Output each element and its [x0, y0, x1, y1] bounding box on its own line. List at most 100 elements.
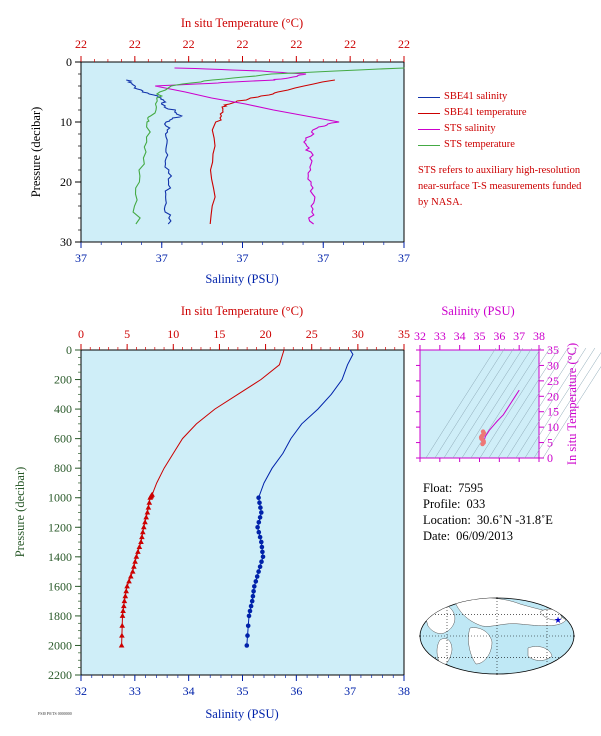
profile-row: Profile: 033 — [423, 496, 553, 512]
legend-item-sbe41-salinity: SBE41 salinity — [418, 89, 527, 105]
ts-isopycnal — [443, 347, 515, 459]
main-temp-tick-label: 10 — [167, 327, 179, 341]
top-sal-tick-label: 37 — [75, 251, 87, 265]
main-sal-marker — [245, 633, 250, 638]
float-location-marker: ★ — [554, 615, 562, 625]
main-pressure-tick-label: 2000 — [48, 638, 72, 652]
main-pressure-tick-label: 1200 — [48, 520, 72, 534]
footer-stamp: FSI0 P0/TS 0000000 — [38, 711, 72, 716]
top-pressure-tick-label: 30 — [60, 235, 72, 249]
main-temp-tick-label: 15 — [213, 327, 225, 341]
main-chart-ticks: 0 5 10 15 20 25 30 35 32 33 34 35 36 37 38 0 200 400 600 80… — [48, 327, 410, 698]
main-temp-marker — [120, 608, 126, 613]
main-sal-marker — [256, 529, 262, 535]
main-temp-marker — [119, 622, 125, 628]
ts-sal-tick-label: 38 — [533, 329, 545, 343]
main-pressure-tick-label: 0 — [66, 343, 72, 357]
ts-sal-tick-label: 33 — [434, 329, 446, 343]
main-sal-marker — [257, 515, 263, 520]
main-sal-marker — [257, 500, 262, 506]
main-temp-marker — [139, 534, 145, 540]
main-temp-marker — [143, 514, 149, 520]
main-temp-marker — [126, 578, 132, 584]
main-temp-marker — [131, 563, 137, 569]
top-series-line-0 — [126, 79, 183, 225]
main-temp-marker — [138, 539, 144, 544]
ts-isopycnal — [506, 347, 578, 459]
legend-swatch — [418, 128, 440, 130]
top-pressure-tick-label: 0 — [66, 55, 72, 69]
top-temp-tick-label: 22 — [290, 37, 302, 51]
top-chart-temperature-axis-label: In situ Temperature (°C) — [181, 16, 303, 30]
ts-temp-tick-label: 0 — [547, 451, 553, 465]
date-value: 06/09/2013 — [456, 529, 514, 543]
top-plot-area — [80, 61, 405, 243]
main-temp-marker — [135, 548, 141, 554]
top-sal-tick-label: 37 — [237, 251, 249, 265]
top-chart-series — [126, 67, 405, 225]
ts-density-contours — [425, 347, 601, 459]
main-temp-tick-label: 25 — [306, 327, 318, 341]
ts-isopycnal — [515, 347, 587, 459]
location-value: 30.6˚N -31.8˚E — [476, 513, 553, 527]
ts-temp-tick-label: 5 — [547, 436, 553, 450]
top-pressure-tick-label: 10 — [60, 115, 72, 129]
legend-label: STS salinity — [444, 123, 496, 134]
profile-value: 033 — [466, 497, 486, 511]
ts-salinity-axis-label: Salinity (PSU) — [441, 304, 514, 318]
top-chart-legend: SBE41 salinity SBE41 temperature STS sal… — [418, 89, 527, 153]
date-row: Date: 06/09/2013 — [423, 528, 553, 544]
sts-note: STS refers to auxiliary high-resolution … — [418, 165, 582, 208]
main-chart: 0 5 10 15 20 25 30 35 32 33 34 35 36 37 38 0 200 400 600 80… — [13, 304, 410, 721]
float-label: Float: — [423, 481, 453, 495]
main-sal-tick-label: 33 — [129, 684, 141, 698]
main-sal-marker — [248, 603, 254, 609]
ts-isopycnal — [470, 347, 542, 459]
legend-swatch — [418, 96, 440, 98]
main-sal-marker — [256, 569, 261, 574]
main-sal-marker — [259, 544, 265, 550]
main-temp-marker — [129, 568, 136, 574]
main-sal-marker — [249, 598, 255, 604]
legend-label: STS temperature — [444, 139, 515, 150]
ts-diagram-series — [478, 389, 520, 447]
ts-plot-area — [419, 349, 540, 459]
ts-temp-tick-label: 35 — [547, 343, 559, 357]
top-temp-tick-label: 22 — [183, 37, 195, 51]
ts-isopycnal — [533, 352, 601, 459]
main-sal-tick-label: 36 — [290, 684, 302, 698]
ts-isopycnal — [434, 347, 506, 459]
float-row: Float: 7595 — [423, 480, 553, 496]
main-temp-tick-label: 0 — [78, 327, 84, 341]
main-sal-marker — [256, 520, 262, 525]
main-temp-tick-label: 20 — [260, 327, 272, 341]
top-temp-tick-label: 22 — [344, 37, 356, 51]
top-sal-tick-label: 37 — [398, 251, 410, 265]
world-map: ★ — [419, 597, 575, 675]
main-sal-marker — [260, 549, 265, 555]
main-pressure-tick-label: 200 — [54, 373, 72, 387]
profile-label: Profile: — [423, 497, 461, 511]
top-chart-salinity-axis-label: Salinity (PSU) — [205, 272, 278, 286]
ts-sal-tick-label: 32 — [414, 329, 426, 343]
top-sal-tick-label: 37 — [317, 251, 329, 265]
legend-item-sts-salinity: STS salinity — [418, 121, 527, 137]
float-value: 7595 — [458, 481, 484, 495]
ts-isopycnal — [425, 347, 497, 459]
main-temp-marker — [124, 583, 130, 589]
ts-temp-tick-label: 25 — [547, 374, 559, 388]
ts-sal-tick-label: 37 — [513, 329, 525, 343]
top-pressure-tick-label: 20 — [60, 175, 72, 189]
ts-isopycnal — [524, 347, 596, 459]
top-temp-tick-label: 22 — [129, 37, 141, 51]
top-chart-pressure-axis-label: Pressure (decibar) — [29, 107, 43, 198]
main-temp-marker — [146, 499, 153, 505]
main-pressure-tick-label: 1800 — [48, 609, 72, 623]
main-pressure-tick-label: 1000 — [48, 491, 72, 505]
main-sal-marker — [247, 608, 253, 614]
main-sal-marker — [245, 623, 251, 629]
ts-isopycnal — [542, 366, 601, 459]
ts-isopycnal — [488, 347, 560, 459]
